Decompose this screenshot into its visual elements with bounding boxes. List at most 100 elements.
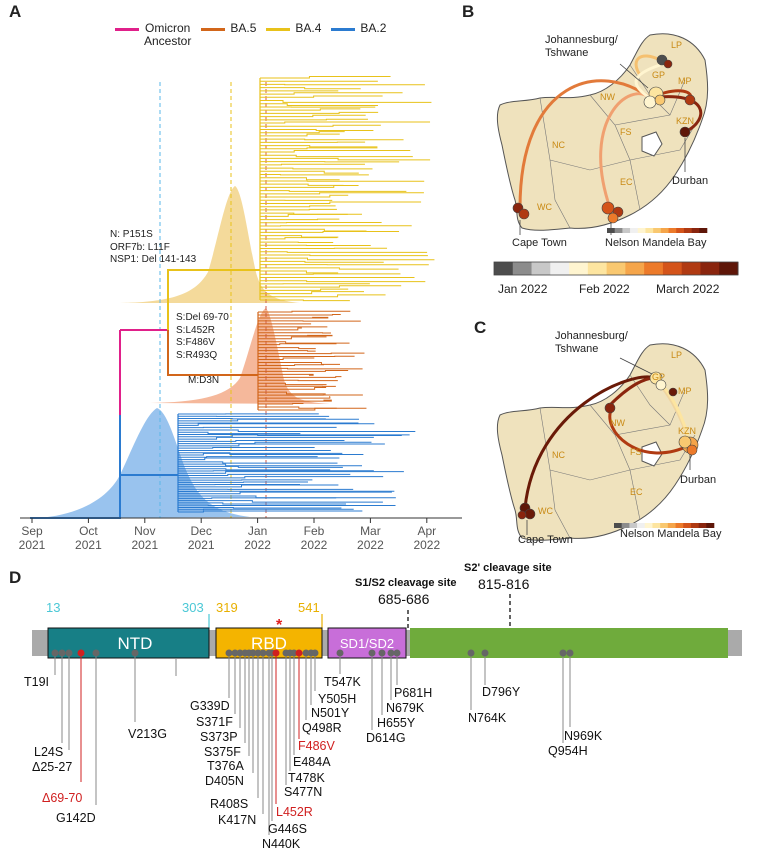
tree-branch (260, 103, 378, 107)
mutation-G339D: G339D (190, 699, 230, 713)
tree-branch (260, 131, 345, 134)
tree-branch (178, 506, 342, 509)
mutation-D614G: D614G (366, 731, 406, 745)
tree-branch (260, 114, 366, 118)
legend-swatch (331, 28, 356, 31)
tree-branch (260, 201, 422, 204)
province-label-nw: NW (600, 92, 615, 102)
mutation-S375F: S375F (204, 745, 241, 759)
axis-tick-label: Nov (134, 524, 155, 538)
tree-branch (260, 237, 338, 240)
s2prime-site-position: 815-816 (478, 576, 530, 592)
tree-branch (260, 145, 378, 148)
s1s2-site-title: S1/S2 cleavage site (355, 577, 457, 589)
ba2-density (38, 408, 250, 518)
tree-branch (260, 150, 411, 153)
colorbar-segment (550, 262, 570, 275)
axis-tick-label: 2022 (244, 538, 271, 552)
province-label-lp: LP (671, 350, 682, 360)
map-b: LP GP MP NW FS KZN NC EC WC (496, 33, 709, 235)
rbd-start-number: 319 (216, 600, 238, 615)
map-c-nelson-mandela-label: Nelson Mandela Bay (620, 528, 722, 540)
tree-branch (260, 111, 379, 114)
ba5-m-annotation: M:D3N (188, 375, 220, 386)
axis-tick-label: 2021 (131, 538, 158, 552)
mini-colorbar-segment (629, 523, 638, 528)
tree-branch (260, 128, 374, 132)
mini-colorbar-segment (691, 228, 700, 233)
colorbar-segment (700, 262, 720, 275)
lineage-legend: Omicron Ancestor BA.5 BA.4 BA.2 (115, 22, 386, 48)
colorbar-segment (569, 262, 589, 275)
mutation-stems (51, 649, 574, 835)
tree-branch (258, 357, 315, 361)
location-markers (512, 54, 696, 224)
mutation-N764K: N764K (468, 711, 507, 725)
tree-branch (258, 310, 351, 313)
ba4-density (120, 186, 300, 303)
mini-colorbar-segment (644, 523, 653, 528)
mutation-L24S: L24S (34, 745, 63, 759)
tree-branch (260, 157, 431, 161)
map-b-cape-town-label: Cape Town (512, 237, 567, 249)
tree-branch (178, 440, 345, 442)
sd1-sd2-label: SD1/SD2 (340, 636, 394, 651)
time-axis-ticks: Sep2021Oct2021Nov2021Dec2021Jan2022Feb20… (19, 518, 440, 552)
map-c-cape-town-label: Cape Town (518, 534, 573, 546)
mini-colorbar-segment (630, 228, 639, 233)
province-label-nc: NC (552, 140, 565, 150)
mini-colorbar-segment (667, 523, 676, 528)
tree-branch (260, 192, 424, 195)
legend-item-ba2: BA.2 (331, 22, 386, 35)
axis-tick-label: Feb (304, 524, 325, 538)
legend-label: BA.5 (230, 21, 257, 35)
tree-branch (258, 395, 331, 399)
mutation-N501Y: N501Y (311, 706, 350, 720)
mini-colorbar-segment (614, 228, 623, 233)
tree-branch (260, 205, 336, 208)
phylogenetic-tree: Sep2021Oct2021Nov2021Dec2021Jan2022Feb20… (19, 75, 462, 552)
province-label-fs: FS (620, 127, 632, 137)
tree-branch (178, 423, 375, 426)
legend-label: BA.2 (360, 21, 387, 35)
lesotho (641, 131, 663, 157)
mutation-K417N: K417N (218, 813, 256, 827)
mutation-R408S: R408S (210, 797, 248, 811)
tree-branch (260, 118, 368, 121)
axis-tick-label: Oct (79, 524, 98, 538)
tree-branch (260, 108, 361, 111)
tree-branch (260, 190, 407, 192)
tree-branch (260, 288, 349, 291)
tree-branch (258, 364, 324, 366)
tree-branch (258, 402, 304, 405)
tree-branch (178, 456, 318, 458)
ntd-end-number: 303 (182, 600, 204, 615)
mini-colorbar-segment (607, 228, 615, 233)
tree-branch (178, 473, 351, 477)
tree-branch (260, 133, 340, 137)
tree-branch (178, 484, 339, 488)
mini-colorbar-segment (652, 523, 661, 528)
s1s2-site-position: 685-686 (378, 591, 430, 607)
province-label-mp: MP (678, 76, 692, 86)
tree-branch (260, 257, 435, 261)
axis-tick-label: 2021 (19, 538, 46, 552)
ntd-label: NTD (118, 634, 153, 653)
province-label-gp: GP (652, 372, 665, 382)
mini-colorbar-segment (676, 228, 685, 233)
mutation-T19I: T19I (24, 675, 49, 689)
tree-branch (178, 471, 404, 474)
tree-branch (260, 254, 428, 257)
tree-branch (178, 463, 362, 467)
tree-branch (260, 251, 428, 253)
colorbar-segment (531, 262, 551, 275)
tree-branch (258, 373, 314, 376)
tree-branch (178, 446, 315, 449)
mutation-S477N: S477N (284, 785, 322, 799)
province-label-wc: WC (538, 506, 553, 516)
tree-branch (260, 121, 431, 124)
colorbar-segment (512, 262, 533, 275)
tree-branch (178, 443, 385, 447)
ba5-density (150, 308, 330, 404)
mutation-H655Y: H655Y (377, 716, 416, 730)
